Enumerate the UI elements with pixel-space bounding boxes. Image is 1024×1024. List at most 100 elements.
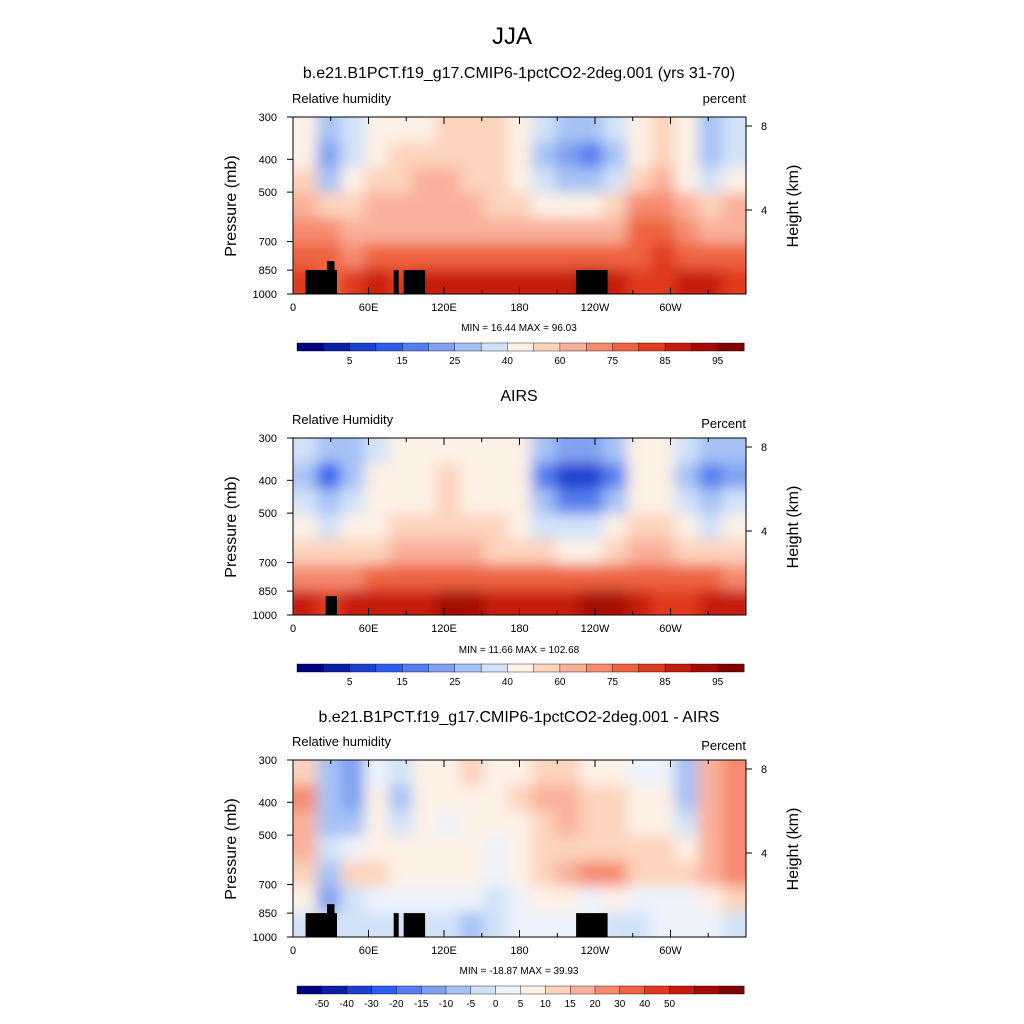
x-tick-label: 60E	[359, 945, 379, 957]
field-cell	[293, 760, 318, 786]
field-cell	[364, 539, 389, 565]
field-cell	[602, 810, 628, 837]
colorbar-label: -40	[339, 999, 354, 1010]
field-cell	[340, 167, 366, 194]
colorbar-label: 85	[660, 677, 672, 688]
field-cell	[340, 539, 366, 565]
field-cell	[579, 835, 604, 862]
field-cell	[459, 589, 485, 615]
field-cell	[388, 218, 413, 244]
colorbar-swatch	[533, 342, 561, 352]
field-cell	[602, 886, 628, 913]
field-cell	[531, 243, 556, 270]
field-cell	[650, 142, 675, 169]
y-tick-label: 400	[259, 475, 277, 487]
field-cell	[459, 142, 485, 169]
field-cell	[579, 218, 604, 244]
field-cell	[722, 488, 746, 515]
field-cell	[698, 911, 723, 937]
field-cell	[412, 589, 437, 615]
field-cell	[579, 810, 604, 837]
field-cell	[436, 142, 461, 169]
colorbar-swatch	[445, 985, 472, 995]
x-tick-label: 60W	[659, 302, 682, 314]
field-cell	[650, 488, 675, 515]
field-cell	[483, 192, 509, 219]
field-cell	[626, 886, 652, 913]
field-cell	[674, 785, 699, 812]
field-cell	[483, 117, 509, 143]
field-cell	[340, 218, 366, 244]
field-cell	[316, 835, 342, 862]
colorbar-swatch	[396, 985, 422, 995]
panel-difference-topography	[305, 904, 608, 937]
colorbar-swatch	[644, 985, 671, 995]
field-cell	[602, 513, 628, 540]
field-cell	[722, 589, 746, 615]
colorbar-label: 30	[614, 999, 626, 1010]
field-cell	[483, 589, 509, 615]
field-cell	[555, 785, 580, 812]
y-right-tick-label: 8	[761, 442, 767, 454]
y-right-tick-label: 4	[761, 205, 767, 217]
field-cell	[340, 810, 366, 837]
field-cell	[459, 488, 485, 515]
field-cell	[555, 513, 580, 540]
field-cell	[340, 760, 366, 786]
colorbar-swatch	[717, 663, 745, 673]
field-cell	[579, 117, 604, 143]
field-cell	[388, 886, 413, 913]
field-cell	[459, 911, 485, 937]
field-cell	[602, 785, 628, 812]
colorbar-swatch	[421, 985, 447, 995]
panel-model: b.e21.B1PCT.f19_g17.CMIP6-1pctCO2-2deg.0…	[223, 65, 802, 367]
field-cell	[626, 463, 652, 490]
colorbar-label: 10	[540, 999, 552, 1010]
field-cell	[579, 785, 604, 812]
topography-block	[403, 913, 426, 937]
colorbar-swatch	[349, 342, 377, 352]
field-cell	[626, 218, 652, 244]
y-tick-label: 850	[259, 586, 277, 598]
field-cell	[698, 192, 723, 219]
field-cell	[459, 760, 485, 786]
colorbar-swatch	[694, 985, 720, 995]
field-cell	[602, 488, 628, 515]
field-cell	[388, 142, 413, 169]
field-cell	[507, 810, 532, 837]
field-cell	[364, 810, 389, 837]
field-cell	[364, 142, 389, 169]
field-cell	[459, 117, 485, 143]
colorbar-label: 15	[397, 677, 409, 688]
x-tick-label: 0	[290, 302, 296, 314]
panel-difference-axes: 0 60E 120E 180 120W 60W 300 400 500 700 850 1000 8 4	[253, 755, 768, 957]
field-cell	[531, 886, 556, 913]
topography-block	[327, 904, 335, 937]
field-cell	[436, 192, 461, 219]
field-cell	[722, 886, 746, 913]
colorbar-label: 40	[502, 356, 514, 367]
field-cell	[674, 463, 699, 490]
field-cell	[722, 564, 746, 591]
field-cell	[626, 488, 652, 515]
colorbar-label: 50	[664, 999, 676, 1010]
colorbar-label: 0	[493, 999, 499, 1010]
field-cell	[626, 835, 652, 862]
field-cell	[388, 810, 413, 837]
field-cell	[293, 167, 318, 194]
panel-airs-ylabel-right: Height (km)	[785, 486, 802, 569]
field-cell	[698, 861, 723, 887]
colorbar-swatch	[454, 663, 482, 673]
field-cell	[507, 218, 532, 244]
field-cell	[555, 192, 580, 219]
field-cell	[698, 513, 723, 540]
field-cell	[340, 513, 366, 540]
field-cell	[316, 488, 342, 515]
field-cell	[555, 886, 580, 913]
field-cell	[459, 513, 485, 540]
field-cell	[531, 142, 556, 169]
field-cell	[483, 911, 509, 937]
field-cell	[459, 192, 485, 219]
field-cell	[483, 438, 509, 464]
field-cell	[626, 861, 652, 887]
